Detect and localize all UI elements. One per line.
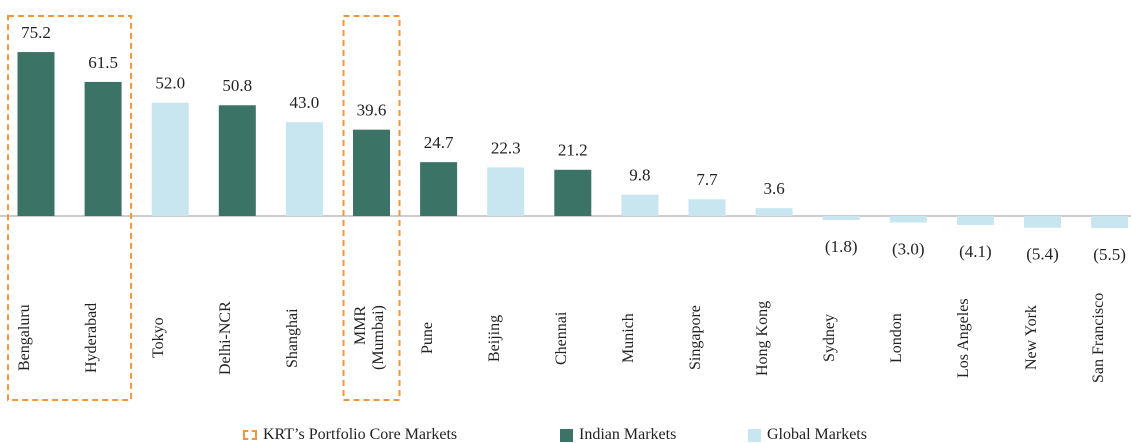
bar xyxy=(1091,216,1129,228)
x-tick-label: Pune xyxy=(418,322,436,354)
x-tick-label: Chennai xyxy=(552,311,570,365)
legend-label: KRT’s Portfolio Core Markets xyxy=(263,426,458,443)
highlight-box xyxy=(7,15,133,401)
x-tick-label: Sydney xyxy=(821,314,839,362)
legend-item: KRT’s Portfolio Core Markets xyxy=(243,426,457,443)
bar xyxy=(822,216,860,220)
bar xyxy=(688,199,726,216)
x-tick-label: Hong Kong xyxy=(754,300,772,376)
x-tick-label: London xyxy=(888,313,906,363)
legend-label: Global Markets xyxy=(767,426,867,443)
x-tick-label: Hyderabad xyxy=(83,302,101,374)
x-tick-label: Tokyo xyxy=(150,317,168,359)
value-label: 75.2 xyxy=(21,23,51,42)
legend-swatch xyxy=(560,428,573,442)
value-label: 61.5 xyxy=(88,53,118,72)
value-label: (5.5) xyxy=(1093,245,1126,264)
bar xyxy=(1024,216,1061,228)
x-tick-label: New York xyxy=(1022,305,1040,371)
x-tick-label: MMR (Mumbai) xyxy=(351,305,387,371)
bar xyxy=(151,102,189,216)
bar xyxy=(285,122,323,216)
value-label: 24.7 xyxy=(424,133,454,152)
bar xyxy=(353,129,390,216)
x-tick-label: Singapore xyxy=(687,305,704,371)
legend-label: Indian Markets xyxy=(579,426,677,443)
bar xyxy=(487,167,525,216)
value-label: 50.8 xyxy=(222,76,252,95)
legend-item: Global Markets xyxy=(748,426,867,443)
value-label: (5.4) xyxy=(1026,245,1059,264)
value-label: 43.0 xyxy=(290,93,320,112)
x-tick-label: Munich xyxy=(619,313,637,363)
bar xyxy=(755,208,793,216)
bar xyxy=(889,216,927,223)
value-label: 9.8 xyxy=(629,166,650,185)
value-label: 39.6 xyxy=(357,101,387,120)
value-label: 3.6 xyxy=(763,179,784,198)
value-label: (3.0) xyxy=(892,239,925,258)
bar xyxy=(621,194,659,216)
legend-item: Indian Markets xyxy=(560,426,676,443)
bar xyxy=(420,162,458,216)
legend-swatch xyxy=(748,428,761,442)
bar xyxy=(84,81,122,217)
x-tick-label: Delhi-NCR xyxy=(217,301,235,375)
value-label: (1.8) xyxy=(825,237,858,256)
x-tick-label: Beijing xyxy=(485,314,503,362)
value-label: 21.2 xyxy=(558,141,588,160)
x-tick-label: Los Angeles xyxy=(955,298,973,378)
bar xyxy=(218,105,256,216)
x-tick-label: San Francisco xyxy=(1089,292,1107,384)
value-label: (4.1) xyxy=(959,242,992,261)
bar xyxy=(554,169,592,216)
x-tick-label: Shanghai xyxy=(284,308,302,368)
bar xyxy=(17,52,55,217)
bar xyxy=(956,216,994,225)
value-label: 7.7 xyxy=(696,170,718,189)
value-label: 22.3 xyxy=(491,138,521,157)
legend-swatch xyxy=(243,430,257,440)
x-tick-label: Bengaluru xyxy=(16,304,33,372)
value-label: 52.0 xyxy=(155,74,185,93)
